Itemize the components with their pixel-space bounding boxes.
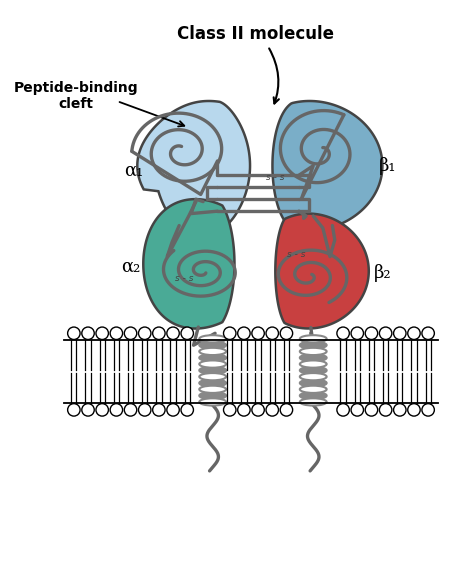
Circle shape — [96, 327, 109, 340]
Ellipse shape — [300, 341, 327, 349]
Ellipse shape — [199, 392, 226, 399]
Circle shape — [110, 404, 123, 416]
Circle shape — [408, 404, 420, 416]
Circle shape — [365, 327, 378, 340]
Ellipse shape — [300, 354, 327, 361]
Ellipse shape — [199, 385, 226, 393]
Ellipse shape — [300, 335, 327, 342]
Circle shape — [224, 404, 236, 416]
Text: s - s: s - s — [175, 274, 193, 282]
Ellipse shape — [199, 373, 226, 380]
Circle shape — [237, 327, 250, 340]
Circle shape — [68, 404, 80, 416]
Text: s - s: s - s — [266, 173, 284, 182]
Ellipse shape — [199, 341, 226, 349]
Text: α₂: α₂ — [122, 257, 141, 275]
Ellipse shape — [199, 379, 226, 387]
Text: α₁: α₁ — [124, 161, 143, 179]
Circle shape — [351, 404, 364, 416]
Ellipse shape — [199, 361, 226, 368]
Circle shape — [365, 404, 378, 416]
Ellipse shape — [199, 354, 226, 361]
Circle shape — [266, 327, 278, 340]
Circle shape — [224, 327, 236, 340]
Circle shape — [82, 327, 94, 340]
Ellipse shape — [300, 385, 327, 393]
Polygon shape — [137, 101, 250, 230]
Ellipse shape — [300, 379, 327, 387]
Circle shape — [68, 327, 80, 340]
Circle shape — [167, 327, 179, 340]
Polygon shape — [143, 199, 235, 328]
Circle shape — [393, 327, 406, 340]
Ellipse shape — [199, 367, 226, 374]
Circle shape — [379, 327, 392, 340]
Circle shape — [153, 404, 165, 416]
Ellipse shape — [199, 348, 226, 355]
Ellipse shape — [300, 348, 327, 355]
Circle shape — [96, 404, 109, 416]
Circle shape — [280, 404, 292, 416]
Circle shape — [337, 404, 349, 416]
Ellipse shape — [300, 367, 327, 374]
Circle shape — [237, 404, 250, 416]
Circle shape — [167, 404, 179, 416]
Circle shape — [181, 404, 193, 416]
Circle shape — [266, 404, 278, 416]
Ellipse shape — [300, 398, 327, 406]
Text: Class II molecule: Class II molecule — [177, 25, 334, 43]
Text: s - s: s - s — [287, 250, 306, 259]
Circle shape — [110, 327, 123, 340]
Circle shape — [181, 327, 193, 340]
Circle shape — [280, 327, 292, 340]
Circle shape — [393, 404, 406, 416]
Circle shape — [422, 404, 434, 416]
Ellipse shape — [300, 392, 327, 399]
Circle shape — [422, 327, 434, 340]
Polygon shape — [275, 213, 369, 328]
Circle shape — [124, 404, 137, 416]
Circle shape — [351, 327, 364, 340]
Ellipse shape — [199, 398, 226, 406]
Ellipse shape — [300, 361, 327, 368]
Ellipse shape — [199, 335, 226, 342]
Circle shape — [138, 327, 151, 340]
Circle shape — [138, 404, 151, 416]
Polygon shape — [273, 101, 383, 230]
Text: β₁: β₁ — [379, 157, 396, 175]
Text: β₂: β₂ — [374, 264, 392, 282]
Text: Peptide-binding
cleft: Peptide-binding cleft — [14, 81, 138, 112]
Circle shape — [124, 327, 137, 340]
Circle shape — [252, 404, 264, 416]
Circle shape — [408, 327, 420, 340]
Circle shape — [153, 327, 165, 340]
Circle shape — [252, 327, 264, 340]
Circle shape — [379, 404, 392, 416]
Ellipse shape — [300, 373, 327, 380]
Circle shape — [82, 404, 94, 416]
Circle shape — [337, 327, 349, 340]
